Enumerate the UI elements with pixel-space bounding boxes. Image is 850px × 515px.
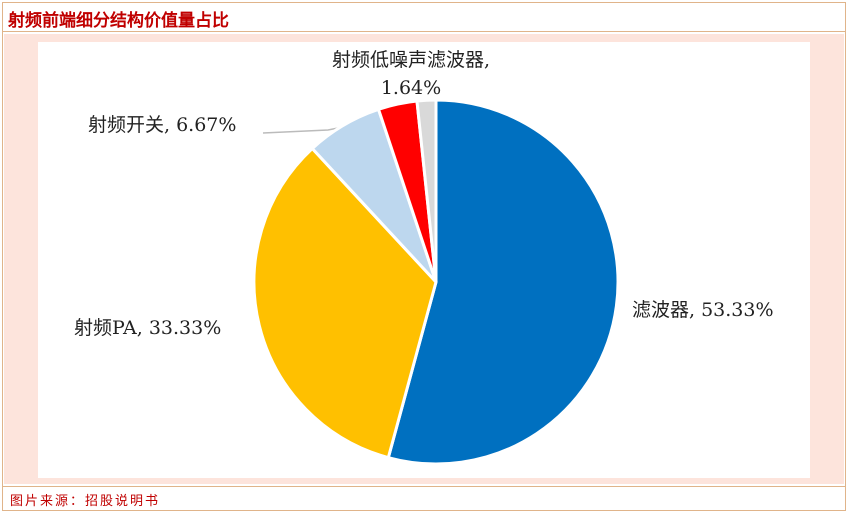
data-label: 滤波器, 53.33% <box>632 299 774 321</box>
chart <box>252 98 620 466</box>
data-label: 射频开关, 6.67% <box>88 114 237 136</box>
pie-slice <box>386 98 620 466</box>
pie-slice <box>415 98 438 283</box>
source: 图片来源：招股说明书 <box>10 494 161 509</box>
chart-area <box>38 42 810 478</box>
pie-slice <box>252 146 438 460</box>
divider <box>2 31 846 32</box>
divider <box>2 486 846 487</box>
title: 射频前端细分结构价值量占比 <box>8 11 229 31</box>
data-label: 射频低噪声滤波器, 1.64% <box>331 49 491 99</box>
data-label: 射频PA, 33.33% <box>74 317 222 339</box>
